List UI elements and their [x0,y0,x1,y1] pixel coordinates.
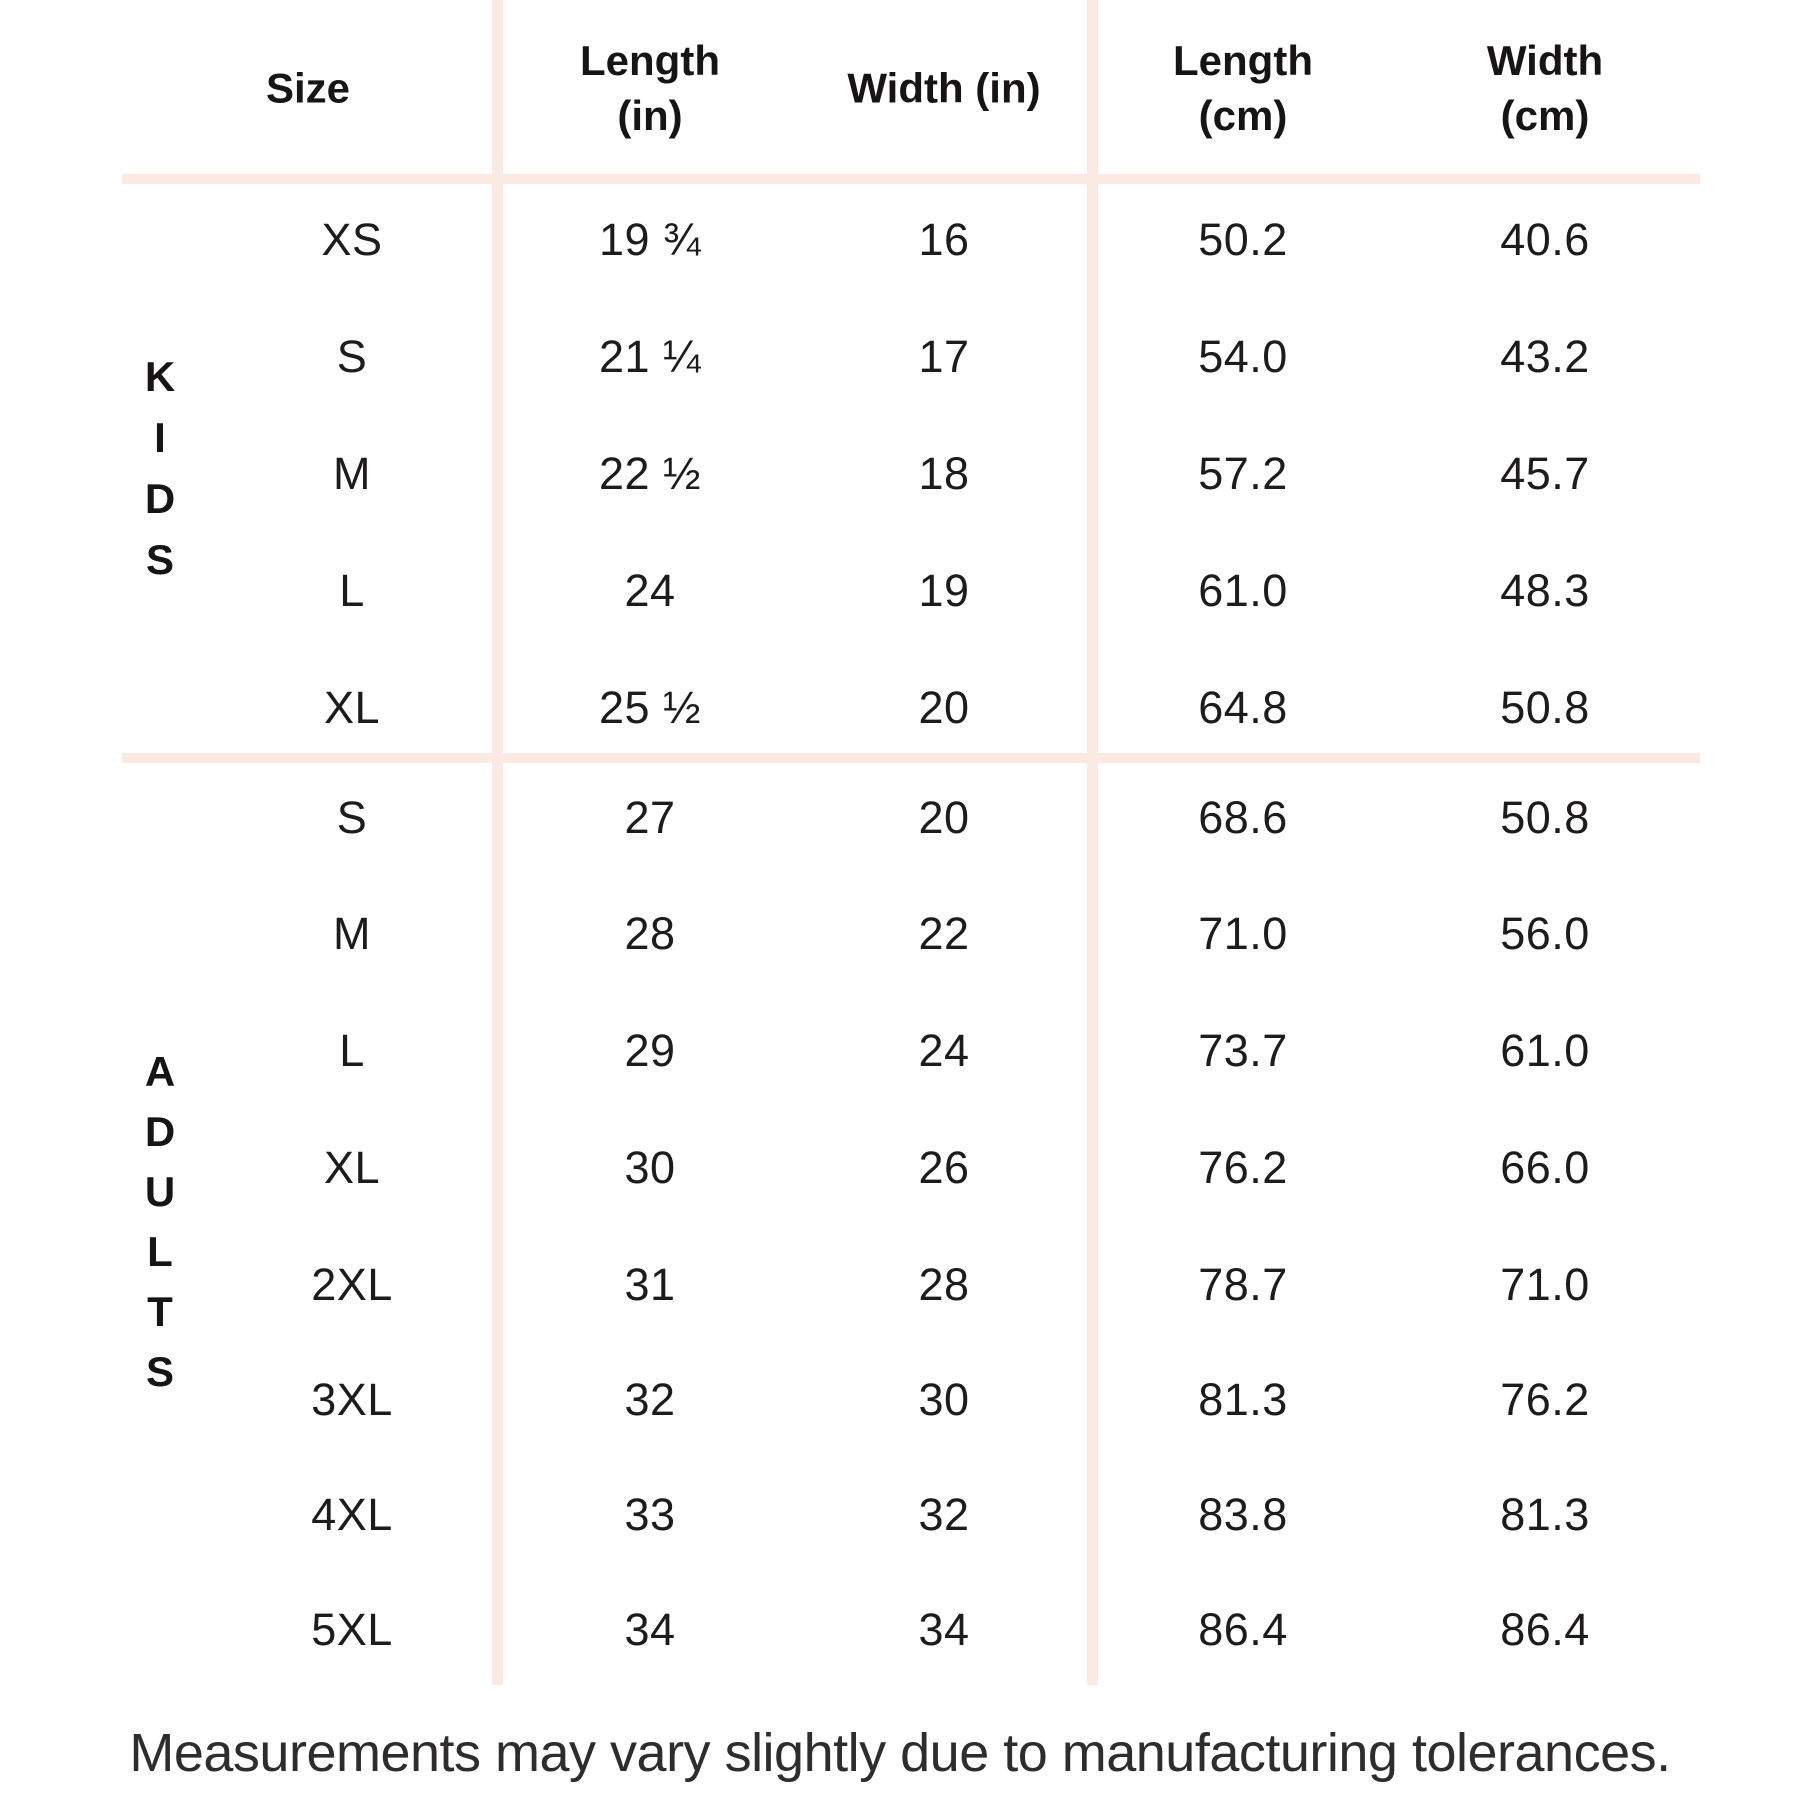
adults-label-letter: A [144,1048,176,1095]
length-cm-cell: 78.7 [1198,1259,1288,1310]
width-in-cell: 32 [918,1489,970,1540]
length-cm-cell: 86.4 [1198,1604,1288,1655]
length-cm-cell: 68.6 [1198,792,1288,843]
kids-label-letter: K [144,353,176,400]
size-cell: XL [323,682,381,733]
adults-label-letter: U [144,1168,176,1215]
size-cell: XL [323,1142,381,1193]
size-cell: 3XL [311,1374,393,1425]
width-in-cell: 20 [918,682,970,733]
length-in-cell: 30 [624,1142,676,1193]
width-cm-cell: 50.8 [1500,792,1590,843]
width-cm-cell: 56.0 [1500,908,1590,959]
size-cell: 2XL [311,1259,393,1310]
column-header-length-cm: Length (cm) [1173,33,1313,143]
width-cm-cell: 71.0 [1500,1259,1590,1310]
length-in-cell: 32 [624,1374,676,1425]
adults-label-letter: D [144,1108,176,1155]
header-line: (in) [617,92,683,139]
length-in-cell: 28 [624,908,676,959]
size-cell: S [336,792,368,843]
width-in-cell: 18 [918,448,970,499]
length-cm-cell: 83.8 [1198,1489,1288,1540]
size-cell: M [333,448,371,499]
column-header-size: Size [266,61,350,116]
length-cm-cell: 76.2 [1198,1142,1288,1193]
width-in-cell: 19 [918,565,970,616]
width-in-cell: 28 [918,1259,970,1310]
width-cm-cell: 50.8 [1500,682,1590,733]
size-cell: L [339,1025,365,1076]
width-in-cell: 17 [918,331,970,382]
length-in-cell: 29 [624,1025,676,1076]
header-line: (cm) [1500,92,1590,139]
length-in-cell: 34 [624,1604,676,1655]
width-cm-cell: 81.3 [1500,1489,1590,1540]
column-header-length-in: Length (in) [580,33,720,143]
kids-label-letter: S [145,536,175,583]
length-in-cell: 22 ½ [598,448,702,499]
length-in-cell: 33 [624,1489,676,1540]
length-cm-cell: 64.8 [1198,682,1288,733]
width-in-cell: 26 [918,1142,970,1193]
length-cm-cell: 54.0 [1198,331,1288,382]
length-cm-cell: 81.3 [1198,1374,1288,1425]
kids-label-letter: I [154,414,166,461]
column-divider-right [1087,0,1098,1685]
length-cm-cell: 57.2 [1198,448,1288,499]
adults-label-letter: T [147,1288,173,1335]
adults-label-letter: S [145,1348,175,1395]
kids-label-letter: D [144,475,176,522]
width-in-cell: 24 [918,1025,970,1076]
width-in-cell: 30 [918,1374,970,1425]
column-header-width-cm: Width (cm) [1487,33,1603,143]
length-in-cell: 25 ½ [598,682,702,733]
length-cm-cell: 50.2 [1198,214,1288,265]
column-header-width-in: Width (in) [847,61,1040,116]
width-cm-cell: 66.0 [1500,1142,1590,1193]
size-cell: L [339,565,365,616]
header-line: Width [1486,37,1604,84]
header-line: (cm) [1198,92,1288,139]
size-cell: 4XL [311,1489,393,1540]
length-in-cell: 21 ¼ [598,331,702,382]
length-in-cell: 27 [624,792,676,843]
width-in-cell: 22 [918,908,970,959]
size-cell: S [336,331,368,382]
width-cm-cell: 40.6 [1500,214,1590,265]
footer-note: Measurements may vary slightly due to ma… [129,1723,1671,1783]
size-cell: XS [321,214,383,265]
width-cm-cell: 43.2 [1500,331,1590,382]
size-cell: 5XL [311,1604,393,1655]
width-cm-cell: 86.4 [1500,1604,1590,1655]
header-line: Length [1173,37,1313,84]
length-cm-cell: 61.0 [1198,565,1288,616]
column-divider-left [492,0,503,1685]
width-cm-cell: 48.3 [1500,565,1590,616]
header-line: Size [265,64,351,112]
header-line: Width (in) [847,64,1041,112]
width-cm-cell: 45.7 [1500,448,1590,499]
length-in-cell: 31 [624,1259,676,1310]
length-in-cell: 24 [624,565,676,616]
size-cell: M [333,908,371,959]
width-in-cell: 16 [918,214,970,265]
header-divider-line [122,174,1700,184]
width-in-cell: 20 [918,792,970,843]
header-line: Length [580,37,720,84]
kids-adults-divider-line [122,753,1700,763]
adults-label-letter: L [147,1228,173,1275]
length-in-cell: 19 ¾ [598,214,702,265]
length-cm-cell: 73.7 [1198,1025,1288,1076]
width-cm-cell: 61.0 [1500,1025,1590,1076]
width-in-cell: 34 [918,1604,970,1655]
length-cm-cell: 71.0 [1198,908,1288,959]
width-cm-cell: 76.2 [1500,1374,1590,1425]
